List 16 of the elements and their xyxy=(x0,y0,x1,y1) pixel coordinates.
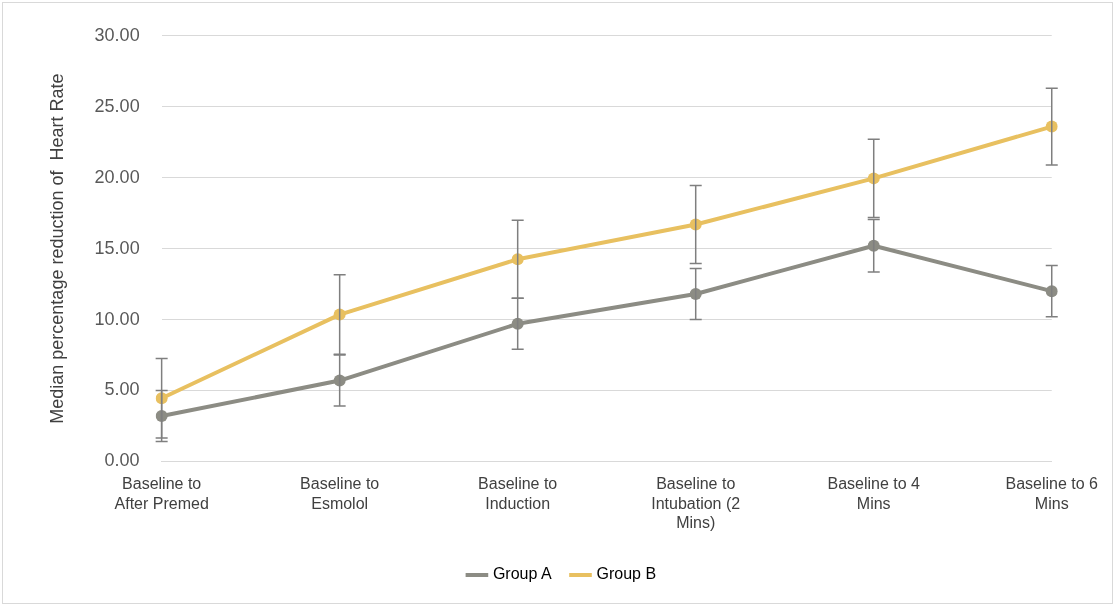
legend-label: Group A xyxy=(492,565,552,583)
x-tick-label: Baseline to 6 Mins xyxy=(1005,475,1099,512)
y-tick-label: 20.00 xyxy=(94,166,140,187)
y-axis-title: Median percentage reduction of Heart Rate xyxy=(46,73,67,424)
legend-label: Group B xyxy=(596,565,657,583)
y-tick-label: 5.00 xyxy=(104,379,140,400)
y-tick-label: 30.00 xyxy=(94,24,140,45)
x-tick-label: Baseline to After Premed xyxy=(114,475,209,512)
y-tick-label: 25.00 xyxy=(94,95,140,116)
x-tick-label: Baseline to 4 Mins xyxy=(827,475,921,512)
y-tick-label: 15.00 xyxy=(94,237,140,258)
x-tick-label: Baseline to Intubation (2 Mins) xyxy=(651,475,741,531)
y-tick-label: 0.00 xyxy=(104,450,140,471)
x-tick-label: Baseline to Esmolol xyxy=(300,475,380,512)
y-tick-label: 10.00 xyxy=(94,308,140,329)
x-tick-label: Baseline to Induction xyxy=(478,475,558,512)
